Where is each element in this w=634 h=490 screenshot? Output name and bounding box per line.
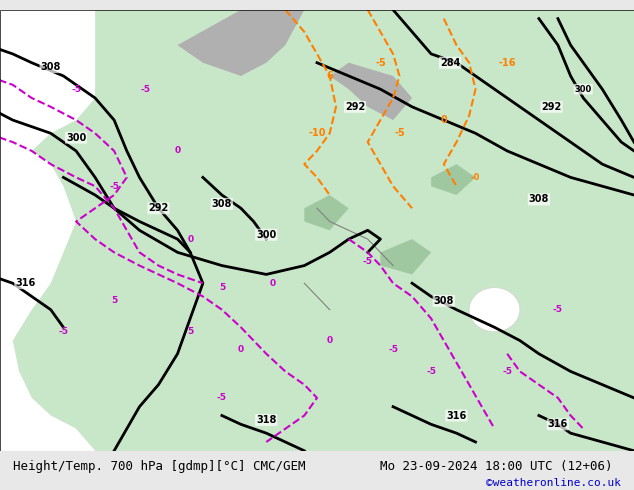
Text: Height/Temp. 700 hPa [gdmp][°C] CMC/GEM: Height/Temp. 700 hPa [gdmp][°C] CMC/GEM xyxy=(13,460,305,473)
Text: 0: 0 xyxy=(269,279,276,288)
Text: 308: 308 xyxy=(212,199,232,209)
Text: -5: -5 xyxy=(502,367,512,376)
Text: -10: -10 xyxy=(308,128,326,138)
Text: 284: 284 xyxy=(440,58,460,68)
Text: -5: -5 xyxy=(109,182,119,191)
Text: 308: 308 xyxy=(41,62,61,72)
Polygon shape xyxy=(13,10,634,451)
Text: 308: 308 xyxy=(434,296,454,306)
Text: -0: -0 xyxy=(471,173,480,182)
Text: 300: 300 xyxy=(574,85,592,94)
Text: 300: 300 xyxy=(66,133,86,143)
Polygon shape xyxy=(178,10,304,76)
Text: -5: -5 xyxy=(388,345,398,354)
Text: -5: -5 xyxy=(71,85,81,94)
Text: 5: 5 xyxy=(111,296,117,305)
Text: 5: 5 xyxy=(219,283,225,292)
Text: 292: 292 xyxy=(345,102,365,112)
Text: ©weatheronline.co.uk: ©weatheronline.co.uk xyxy=(486,478,621,488)
Text: 316: 316 xyxy=(446,411,467,420)
Text: 0: 0 xyxy=(327,336,333,345)
Text: 0: 0 xyxy=(441,115,447,125)
Text: -5: -5 xyxy=(363,257,373,266)
Polygon shape xyxy=(304,195,349,230)
Text: 316: 316 xyxy=(15,278,36,288)
Text: -5: -5 xyxy=(375,58,385,68)
Text: -5: -5 xyxy=(58,327,68,336)
Text: -5: -5 xyxy=(426,367,436,376)
Text: 0: 0 xyxy=(174,147,181,155)
Text: 292: 292 xyxy=(541,102,562,112)
Text: 5: 5 xyxy=(187,327,193,336)
Text: Mo 23-09-2024 18:00 UTC (12+06): Mo 23-09-2024 18:00 UTC (12+06) xyxy=(380,460,613,473)
Text: -5: -5 xyxy=(141,85,151,94)
Text: 318: 318 xyxy=(256,415,276,425)
Text: -5: -5 xyxy=(394,128,404,138)
Text: -5: -5 xyxy=(553,305,563,314)
Ellipse shape xyxy=(469,288,520,332)
Polygon shape xyxy=(380,239,431,274)
Text: 0: 0 xyxy=(187,235,193,244)
Text: 316: 316 xyxy=(548,419,568,429)
Text: 308: 308 xyxy=(529,195,549,204)
Text: 292: 292 xyxy=(148,203,169,213)
Polygon shape xyxy=(0,10,95,451)
Text: 6: 6 xyxy=(327,71,333,81)
Polygon shape xyxy=(330,63,412,120)
Text: 0: 0 xyxy=(238,345,244,354)
Text: -16: -16 xyxy=(498,58,516,68)
Text: -5: -5 xyxy=(217,393,227,402)
Text: 300: 300 xyxy=(256,230,276,240)
Polygon shape xyxy=(431,164,476,195)
